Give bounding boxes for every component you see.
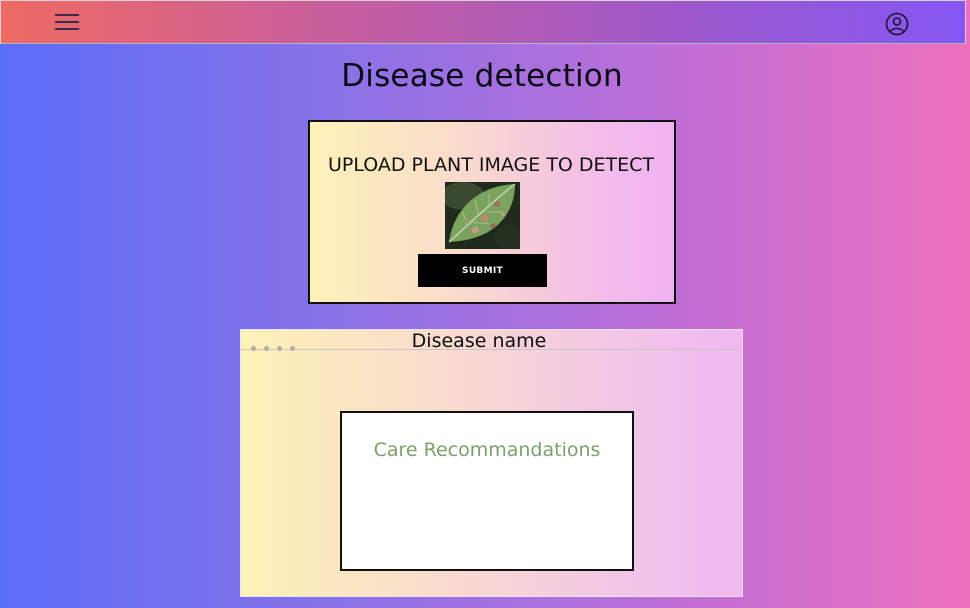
top-bar	[0, 0, 966, 44]
page-title: Disease detection	[341, 58, 623, 94]
care-recommendations-title: Care Recommandations	[373, 439, 601, 461]
result-window: Disease name Care Recommandations	[240, 329, 743, 597]
plant-image-preview[interactable]	[445, 182, 520, 249]
disease-name: Disease name	[411, 330, 547, 352]
submit-button[interactable]: SUBMIT	[418, 254, 547, 287]
hamburger-menu-icon[interactable]	[55, 14, 79, 31]
upload-panel: UPLOAD PLANT IMAGE TO DETECT SUBMIT	[308, 120, 676, 304]
care-recommendations-box: Care Recommandations	[340, 411, 634, 571]
window-header: Disease name	[241, 330, 742, 352]
user-profile-icon[interactable]	[885, 12, 909, 36]
window-dots	[251, 338, 303, 356]
upload-label: UPLOAD PLANT IMAGE TO DETECT	[328, 154, 655, 176]
